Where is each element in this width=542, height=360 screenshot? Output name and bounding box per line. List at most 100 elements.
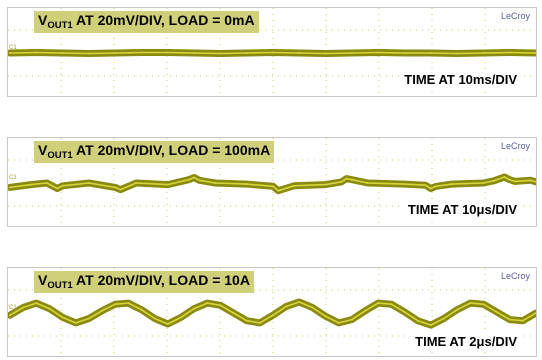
waveform-point — [403, 183, 406, 186]
waveform-point — [272, 51, 274, 54]
waveform-point — [364, 309, 367, 312]
waveform-point — [22, 306, 25, 309]
waveform-point — [508, 178, 511, 181]
panel-title: VOUT1 AT 20mV/DIV, LOAD = 0mA — [34, 11, 259, 33]
waveform-point — [101, 309, 103, 312]
waveform-point — [403, 52, 406, 54]
waveform-point — [514, 180, 516, 183]
waveform-point — [114, 52, 117, 54]
waveform-point — [377, 51, 380, 54]
lecroy-logo: LeCroy — [500, 271, 530, 281]
waveform-point — [180, 316, 182, 319]
waveform-point — [456, 308, 459, 311]
waveform-point — [245, 183, 248, 186]
channel-marker: C1 — [9, 175, 17, 181]
waveform-point — [324, 183, 327, 186]
waveform-point — [245, 319, 248, 322]
waveform-point — [337, 321, 340, 324]
waveform-point — [324, 315, 327, 318]
channel-marker: C1 — [9, 305, 17, 311]
waveform-point — [114, 303, 117, 306]
waveform-point — [503, 176, 506, 178]
waveform-point — [482, 303, 485, 306]
waveform-point — [469, 302, 472, 305]
scope-panel-100mA: C1 VOUT1 AT 20mV/DIV, LOAD = 100mA LeCro… — [7, 137, 537, 227]
lecroy-logo: LeCroy — [500, 11, 530, 21]
waveform-point — [245, 52, 248, 54]
waveform-point — [429, 187, 432, 190]
waveform-point — [45, 182, 48, 184]
waveform-point — [198, 179, 201, 182]
waveform-point — [366, 182, 369, 184]
waveform-point — [127, 302, 130, 305]
waveform-plot-0 — [8, 8, 536, 96]
waveform-point — [508, 318, 511, 321]
waveform-point — [442, 317, 445, 320]
waveform-point — [119, 188, 122, 191]
time-scale-label: TIME AT 2μs/DIV — [410, 333, 522, 350]
waveform-point — [35, 302, 38, 305]
waveform-point — [272, 314, 274, 317]
waveform-point — [324, 52, 327, 55]
waveform-point — [429, 52, 432, 54]
waveform-point — [424, 184, 427, 187]
waveform-point — [535, 312, 536, 314]
waveform-point — [482, 52, 485, 54]
waveform-point — [9, 314, 11, 317]
scope-panel-0mA: C1 VOUT1 AT 20mV/DIV, LOAD = 0mA LeCroy … — [7, 7, 537, 97]
waveform-point — [87, 52, 90, 55]
waveform-point — [429, 324, 432, 327]
waveform-point — [456, 52, 459, 55]
waveform-point — [340, 180, 343, 183]
waveform-point — [35, 51, 38, 54]
waveform-point — [535, 180, 536, 183]
waveform-point — [272, 185, 274, 188]
waveform-point — [529, 179, 532, 182]
waveform-point — [87, 182, 90, 184]
waveform-point — [193, 52, 196, 54]
waveform-point — [535, 52, 536, 54]
waveform-plot-2 — [8, 268, 536, 356]
waveform-point — [350, 178, 353, 181]
waveform-point — [482, 182, 485, 184]
waveform-point — [508, 51, 511, 54]
waveform-point — [214, 182, 217, 184]
lecroy-logo: LeCroy — [500, 141, 530, 151]
waveform-point — [377, 302, 380, 305]
waveform-point — [166, 51, 169, 54]
waveform-point — [56, 187, 59, 190]
waveform-point — [87, 317, 90, 320]
time-scale-label: TIME AT 10ms/DIV — [399, 71, 522, 88]
waveform-point — [298, 301, 301, 303]
waveform-point — [345, 177, 348, 180]
waveform-point — [140, 308, 143, 311]
waveform-point — [350, 318, 353, 321]
waveform-point — [403, 310, 406, 313]
waveform-point — [153, 317, 156, 320]
waveform-point — [232, 312, 235, 314]
waveform-point — [298, 52, 301, 54]
waveform-point — [135, 182, 138, 184]
panel-title: VOUT1 AT 20mV/DIV, LOAD = 10A — [34, 271, 254, 293]
time-scale-label: TIME AT 10μs/DIV — [402, 201, 522, 218]
waveform-point — [48, 307, 51, 310]
waveform-point — [277, 189, 280, 192]
waveform-point — [61, 316, 64, 319]
waveform-trace-band — [8, 298, 536, 329]
waveform-point — [435, 185, 438, 188]
waveform-point — [193, 307, 196, 310]
waveform-point — [187, 178, 190, 181]
waveform-point — [350, 52, 353, 54]
waveform-point — [114, 186, 117, 189]
waveform-point — [219, 52, 222, 55]
waveform-point — [193, 176, 196, 179]
waveform-point — [521, 319, 524, 322]
panel-title: VOUT1 AT 20mV/DIV, LOAD = 100mA — [34, 141, 275, 163]
waveform-point — [258, 321, 261, 324]
waveform-point — [61, 52, 64, 54]
waveform-point — [285, 305, 288, 308]
channel-marker: C1 — [9, 45, 17, 51]
waveform-point — [61, 184, 64, 187]
waveform-point — [311, 306, 314, 309]
waveform-point — [416, 319, 419, 322]
